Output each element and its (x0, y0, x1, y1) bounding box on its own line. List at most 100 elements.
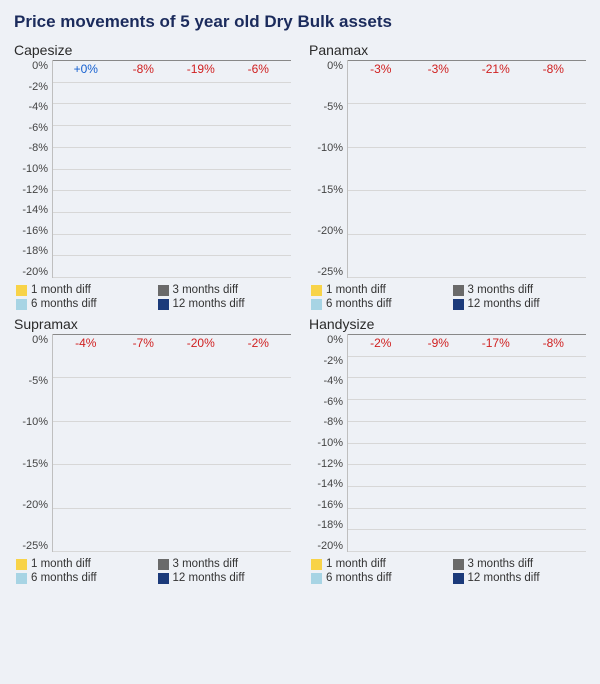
bar-value-label: -8% (543, 336, 564, 350)
bar-column: -8% (525, 60, 583, 76)
legend-swatch (311, 573, 322, 584)
bar-value-label: -17% (482, 336, 510, 350)
legend-label: 6 months diff (326, 298, 392, 310)
y-tick-label: -12% (22, 184, 48, 196)
legend-swatch (453, 285, 464, 296)
y-axis-labels: 0%-2%-4%-6%-8%-10%-12%-14%-16%-18%-20% (14, 60, 52, 278)
bar-value-label: -6% (248, 62, 269, 76)
bar-value-label: -3% (428, 62, 449, 76)
y-tick-label: 0% (32, 60, 48, 72)
y-axis-labels: 0%-5%-10%-15%-20%-25% (309, 60, 347, 278)
chart-panel: Panamax0%-5%-10%-15%-20%-25%-3%-3%-21%-8… (309, 42, 586, 310)
legend-label: 3 months diff (468, 558, 534, 570)
legend-swatch (158, 573, 169, 584)
bar-column: -2% (352, 334, 410, 350)
legend-item: 1 month diff (16, 558, 150, 570)
bar-column: -4% (57, 334, 115, 350)
chart-panel: Capesize0%-2%-4%-6%-8%-10%-12%-14%-16%-1… (14, 42, 291, 310)
bar-value-label: -3% (370, 62, 391, 76)
chart-area: 0%-2%-4%-6%-8%-10%-12%-14%-16%-18%-20%+0… (14, 60, 291, 278)
y-tick-label: 0% (327, 334, 343, 346)
gridline (348, 551, 586, 552)
y-tick-label: -15% (22, 458, 48, 470)
y-tick-label: 0% (32, 334, 48, 346)
bar-column: -17% (467, 334, 525, 350)
chart-panel: Supramax0%-5%-10%-15%-20%-25%-4%-7%-20%-… (14, 316, 291, 584)
panel-title: Handysize (309, 316, 586, 332)
chart-area: 0%-5%-10%-15%-20%-25%-4%-7%-20%-2% (14, 334, 291, 552)
legend-item: 12 months diff (453, 572, 587, 584)
y-tick-label: -16% (22, 225, 48, 237)
chart-panel: Handysize0%-2%-4%-6%-8%-10%-12%-14%-16%-… (309, 316, 586, 584)
bar-value-label: -8% (543, 62, 564, 76)
legend-swatch (16, 299, 27, 310)
page: Price movements of 5 year old Dry Bulk a… (0, 0, 600, 684)
chart-area: 0%-2%-4%-6%-8%-10%-12%-14%-16%-18%-20%-2… (309, 334, 586, 552)
legend-label: 1 month diff (31, 284, 91, 296)
legend-swatch (158, 285, 169, 296)
y-tick-label: 0% (327, 60, 343, 72)
plot-area: -3% -3% -21% -8% (347, 60, 586, 278)
y-axis-labels: 0%-5%-10%-15%-20%-25% (14, 334, 52, 552)
y-tick-label: -18% (317, 519, 343, 531)
legend-item: 6 months diff (311, 572, 445, 584)
bar-column: -3% (352, 60, 410, 76)
bar-column: -9% (410, 334, 468, 350)
bar-value-label: -9% (428, 336, 449, 350)
y-tick-label: -2% (323, 355, 343, 367)
y-tick-label: -10% (22, 416, 48, 428)
plot-area: -4%-7%-20%-2% (52, 334, 291, 552)
legend-swatch (453, 573, 464, 584)
legend: 1 month diff3 months diff6 months diff12… (14, 558, 291, 584)
legend-swatch (311, 559, 322, 570)
legend-label: 6 months diff (31, 572, 97, 584)
legend-swatch (16, 559, 27, 570)
chart-area: 0%-5%-10%-15%-20%-25%-3%-3%-21%-8% (309, 60, 586, 278)
bar-value-label: -4% (75, 336, 96, 350)
legend-label: 6 months diff (326, 572, 392, 584)
y-tick-label: -14% (22, 204, 48, 216)
y-tick-label: -2% (28, 81, 48, 93)
panel-title: Capesize (14, 42, 291, 58)
legend-swatch (311, 285, 322, 296)
bar-column: -20% (172, 334, 230, 350)
y-tick-label: -18% (22, 245, 48, 257)
bar-column: -19% (172, 60, 230, 76)
bar-column: -21% (467, 60, 525, 76)
y-tick-label: -5% (28, 375, 48, 387)
bar-column: -7% (115, 334, 173, 350)
bar-value-label: -19% (187, 62, 215, 76)
legend-swatch (16, 285, 27, 296)
y-tick-label: -8% (323, 416, 343, 428)
gridline (348, 277, 586, 278)
legend-label: 1 month diff (326, 558, 386, 570)
legend-item: 6 months diff (16, 572, 150, 584)
legend-label: 12 months diff (468, 298, 540, 310)
bar-value-label: -8% (133, 62, 154, 76)
legend-item: 3 months diff (158, 284, 292, 296)
bars-container: -3% -3% -21% -8% (348, 60, 586, 277)
y-tick-label: -6% (28, 122, 48, 134)
gridline (53, 277, 291, 278)
legend-label: 12 months diff (173, 298, 245, 310)
panel-title: Panamax (309, 42, 586, 58)
legend-item: 3 months diff (453, 284, 587, 296)
y-tick-label: -25% (22, 540, 48, 552)
legend-swatch (16, 573, 27, 584)
legend-label: 12 months diff (468, 572, 540, 584)
y-tick-label: -25% (317, 266, 343, 278)
legend-label: 6 months diff (31, 298, 97, 310)
y-tick-label: -14% (317, 478, 343, 490)
legend-item: 1 month diff (311, 284, 445, 296)
y-tick-label: -12% (317, 458, 343, 470)
legend-item: 12 months diff (158, 572, 292, 584)
y-tick-label: -15% (317, 184, 343, 196)
legend-label: 1 month diff (326, 284, 386, 296)
panel-title: Supramax (14, 316, 291, 332)
bar-value-label: -2% (370, 336, 391, 350)
y-tick-label: -4% (28, 101, 48, 113)
y-tick-label: -4% (323, 375, 343, 387)
bar-column: -3% (410, 60, 468, 76)
legend-item: 6 months diff (311, 298, 445, 310)
legend-swatch (453, 299, 464, 310)
